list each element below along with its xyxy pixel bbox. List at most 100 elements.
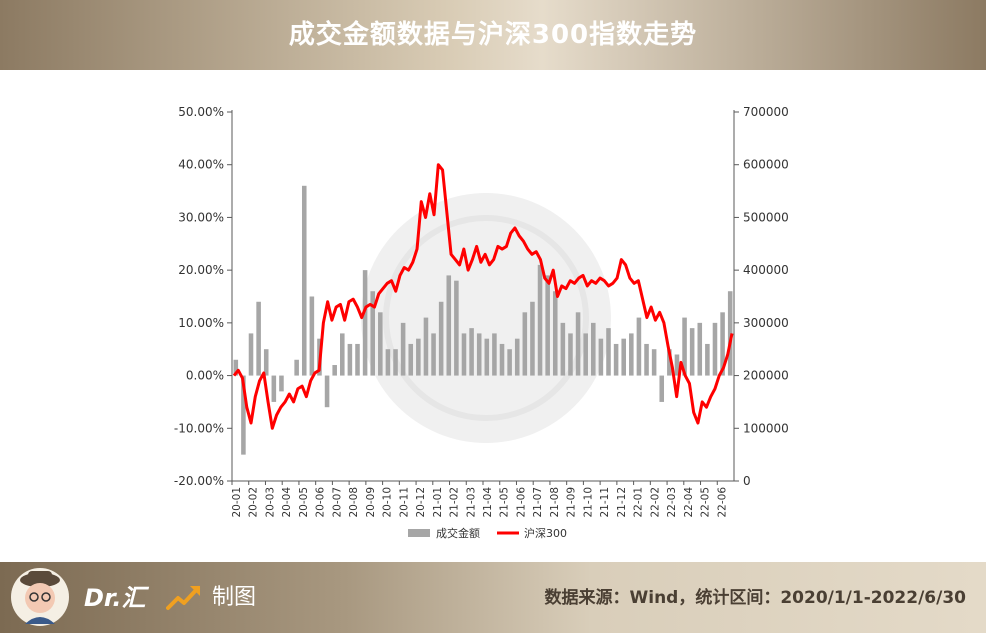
left-tick-label: -10.00%	[174, 421, 224, 435]
bar	[476, 333, 482, 376]
x-tick-label: 21-04	[482, 487, 494, 518]
right-tick-label: 100000	[743, 421, 789, 435]
bar	[606, 328, 611, 376]
bar	[431, 333, 436, 376]
bar	[697, 322, 703, 376]
bar	[522, 312, 528, 376]
bar	[530, 301, 535, 376]
made-by-label: 制图	[212, 585, 257, 610]
x-tick-label: 20-03	[264, 487, 276, 518]
x-tick-label: 21-12	[616, 487, 628, 518]
bar	[705, 343, 710, 376]
left-tick-label: 20.00%	[178, 263, 224, 277]
bar	[507, 349, 512, 376]
legend-label-bar: 成交金额	[436, 526, 480, 540]
right-tick-label: 200000	[743, 369, 789, 383]
bar	[575, 312, 581, 376]
left-tick-label: 0.00%	[186, 369, 224, 383]
bar	[446, 275, 452, 376]
x-tick-label: 20-12	[415, 487, 427, 518]
x-tick-label: 22-06	[716, 487, 728, 518]
x-tick-label: 21-03	[465, 487, 477, 518]
bar	[720, 312, 725, 376]
bar	[362, 270, 368, 376]
bar	[423, 317, 429, 376]
page-title: 成交金额数据与沪深300指数走势	[288, 20, 698, 50]
bar	[340, 333, 345, 376]
bar	[347, 343, 353, 376]
bar	[583, 333, 588, 376]
bar	[552, 291, 558, 376]
left-tick-label: -20.00%	[174, 474, 224, 488]
x-tick-label: 21-11	[599, 487, 611, 518]
bar	[469, 328, 474, 376]
right-tick-label: 0	[743, 474, 751, 488]
bar	[370, 291, 375, 376]
bar	[248, 333, 254, 376]
x-tick-label: 20-09	[365, 487, 377, 518]
bar	[659, 375, 665, 402]
line-series	[232, 163, 734, 430]
x-tick-label: 21-02	[449, 487, 461, 518]
bar	[484, 338, 490, 376]
legend-swatch-bar	[408, 529, 430, 537]
bar	[256, 301, 261, 376]
left-tick-label: 10.00%	[178, 316, 224, 330]
x-tick-label: 22-04	[683, 487, 695, 518]
bar	[514, 338, 520, 376]
right-tick-label: 400000	[743, 263, 789, 277]
bar	[385, 349, 391, 376]
bar	[438, 301, 444, 376]
bar	[492, 333, 497, 376]
avatar-icon	[11, 568, 69, 626]
x-tick-label: 20-01	[231, 487, 243, 518]
footer-bar: Dr.汇 制图 数据来源：Wind，统计区间：2020/1/1-2022/6/3…	[0, 562, 986, 633]
bar	[233, 359, 239, 376]
x-tick-label: 22-05	[700, 487, 712, 518]
bar	[537, 264, 543, 376]
left-tick-label: 30.00%	[178, 210, 224, 224]
x-tick-label: 22-02	[649, 487, 661, 518]
bar	[682, 317, 687, 376]
chart-svg: 50.00% 40.00% 30.00% 20.00% 10.00% 0.00% -10.0…	[174, 105, 789, 540]
bar	[629, 333, 634, 376]
right-tick-label: 600000	[743, 158, 789, 172]
bar	[416, 338, 421, 376]
bar	[674, 354, 680, 376]
bar	[598, 338, 604, 376]
x-tick-label: 21-05	[499, 487, 511, 518]
bar	[689, 328, 695, 376]
x-tick-label: 20-05	[298, 487, 310, 518]
bar	[727, 291, 733, 376]
bar	[279, 375, 284, 392]
bar	[636, 317, 642, 376]
bar	[324, 375, 330, 408]
bar	[454, 280, 459, 376]
trend-up-arrow-icon	[166, 586, 200, 610]
x-tick-label: 21-10	[582, 487, 594, 518]
x-tick-label: 20-10	[382, 487, 394, 518]
data-source-note: 数据来源：Wind，统计区间：2020/1/1-2022/6/30	[544, 588, 966, 608]
bar-series	[233, 185, 733, 455]
bar	[545, 275, 550, 376]
x-tick-label: 20-08	[348, 487, 360, 518]
x-tick-label: 20-07	[331, 487, 343, 518]
left-tick-label: 40.00%	[178, 158, 224, 172]
bar	[560, 322, 566, 376]
x-tick-label: 21-06	[515, 487, 527, 518]
line-path	[232, 163, 734, 430]
watermark-logo	[361, 193, 611, 443]
bar	[378, 312, 383, 376]
brand-name: Dr.汇	[84, 584, 146, 612]
bar	[667, 349, 672, 376]
bar	[263, 349, 269, 376]
x-tick-label: 20-06	[315, 487, 327, 518]
bar	[400, 322, 406, 376]
bar	[393, 349, 398, 376]
bar	[271, 375, 277, 402]
bar	[613, 343, 619, 376]
bar	[644, 343, 649, 376]
bar	[241, 375, 246, 455]
right-tick-label: 500000	[743, 210, 789, 224]
bar	[309, 296, 315, 376]
